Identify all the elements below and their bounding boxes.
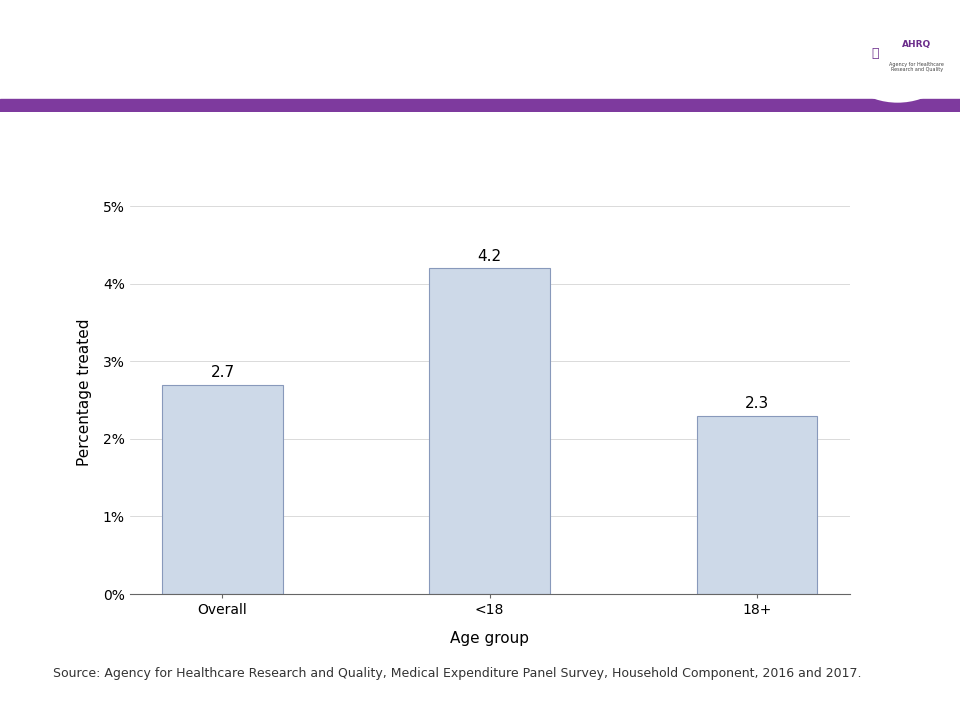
Bar (429, 269, 550, 594)
Text: 🛡: 🛡 (872, 47, 879, 60)
Bar (697, 415, 817, 594)
Ellipse shape (837, 4, 958, 103)
Text: treatment for influenza by age group, 2016-17: treatment for influenza by age group, 20… (167, 71, 716, 90)
Text: AHRQ: AHRQ (902, 40, 931, 49)
Y-axis label: Percentage treated: Percentage treated (77, 319, 91, 466)
Bar (162, 384, 282, 594)
X-axis label: Age group: Age group (450, 631, 529, 646)
Text: 2.3: 2.3 (745, 396, 769, 411)
Text: Agency for Healthcare
Research and Quality: Agency for Healthcare Research and Quali… (889, 62, 945, 73)
Text: Figure 1. Average annual percentage of persons with  reported: Figure 1. Average annual percentage of p… (68, 29, 815, 49)
Text: 2.7: 2.7 (210, 365, 234, 380)
Bar (0, 99, 960, 112)
Text: Source: Agency for Healthcare Research and Quality, Medical Expenditure Panel Su: Source: Agency for Healthcare Research a… (53, 667, 861, 680)
Text: 4.2: 4.2 (477, 248, 502, 264)
